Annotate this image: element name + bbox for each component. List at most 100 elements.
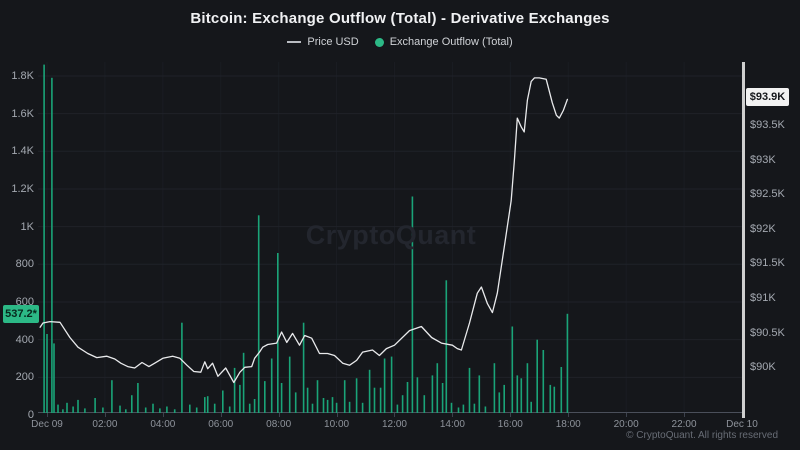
outflow-bar[interactable] <box>189 404 191 413</box>
outflow-bar[interactable] <box>306 387 309 413</box>
outflow-bar[interactable] <box>84 408 86 413</box>
outflow-bar[interactable] <box>530 401 532 413</box>
outflow-bar[interactable] <box>311 403 314 413</box>
outflow-bar[interactable] <box>516 375 519 413</box>
legend-item-price[interactable]: Price USD <box>287 36 359 48</box>
outflow-bar[interactable] <box>302 322 305 413</box>
outflow-bar[interactable] <box>102 407 104 414</box>
outflow-bar[interactable] <box>457 407 460 414</box>
outflow-bar[interactable] <box>343 380 346 413</box>
chart-canvas[interactable] <box>38 62 744 413</box>
outflow-bar[interactable] <box>277 253 279 413</box>
outflow-bar[interactable] <box>373 387 376 413</box>
outflow-bar[interactable] <box>119 405 121 413</box>
outflow-bar[interactable] <box>51 77 53 413</box>
outflow-bar[interactable] <box>361 402 364 413</box>
outflow-bar[interactable] <box>57 404 59 413</box>
outflow-bar[interactable] <box>503 384 505 413</box>
outflow-bar[interactable] <box>46 334 48 413</box>
outflow-bar[interactable] <box>253 399 256 413</box>
outflow-bar[interactable] <box>478 375 481 413</box>
outflow-bar[interactable] <box>257 215 260 413</box>
outflow-bar[interactable] <box>549 384 552 413</box>
outflow-bar[interactable] <box>335 402 338 413</box>
outflow-bar[interactable] <box>326 399 329 413</box>
outflow-bar[interactable] <box>66 402 68 413</box>
outflow-bar[interactable] <box>181 322 183 413</box>
outflow-bar[interactable] <box>53 343 55 413</box>
outflow-bar[interactable] <box>536 339 538 413</box>
outflow-bar[interactable] <box>152 403 154 413</box>
outflow-bar[interactable] <box>173 409 176 413</box>
outflow-bar[interactable] <box>441 383 444 413</box>
outflow-bar[interactable] <box>264 381 266 413</box>
outflow-bar[interactable] <box>72 406 74 414</box>
price-axis-track[interactable] <box>742 62 745 418</box>
outflow-bar[interactable] <box>62 409 64 413</box>
outflow-bar[interactable] <box>248 403 251 413</box>
outflow-bar[interactable] <box>450 402 453 413</box>
outflow-bar[interactable] <box>406 382 409 413</box>
outflow-bar[interactable] <box>131 395 133 413</box>
outflow-bar[interactable] <box>228 406 231 414</box>
outflow-bar[interactable] <box>137 383 139 413</box>
outflow-bar[interactable] <box>288 356 291 413</box>
outflow-bar[interactable] <box>498 392 501 413</box>
outflow-bar[interactable] <box>166 406 168 414</box>
outflow-bar[interactable] <box>484 406 487 414</box>
x-axis-tick-label: Dec 10 <box>726 419 758 430</box>
outflow-bar[interactable] <box>511 326 514 414</box>
outflow-bar[interactable] <box>383 358 386 414</box>
outflow-bar[interactable] <box>270 358 273 414</box>
outflow-bar[interactable] <box>423 395 426 413</box>
right-axis-tick-label: $90.5K <box>750 326 785 339</box>
outflow-bar[interactable] <box>493 363 496 413</box>
outflow-bar[interactable] <box>111 380 113 413</box>
chart-plot-area[interactable]: CryptoQuant <box>38 62 744 413</box>
outflow-bar[interactable] <box>348 401 351 413</box>
outflow-bar[interactable] <box>77 399 79 413</box>
outflow-bar[interactable] <box>462 404 465 413</box>
outflow-bar[interactable] <box>331 397 334 413</box>
outflow-bar[interactable] <box>294 392 297 413</box>
outflow-bar[interactable] <box>159 408 161 413</box>
outflow-bar[interactable] <box>204 397 206 413</box>
outflow-bar[interactable] <box>195 407 198 414</box>
outflow-bar[interactable] <box>239 384 241 413</box>
outflow-bar[interactable] <box>125 409 127 413</box>
outflow-bar[interactable] <box>206 396 209 413</box>
legend-item-outflow[interactable]: Exchange Outflow (Total) <box>374 36 513 48</box>
outflow-bar[interactable] <box>94 398 96 413</box>
outflow-bar[interactable] <box>144 407 147 414</box>
outflow-bar[interactable] <box>566 313 569 413</box>
outflow-bar[interactable] <box>401 395 404 413</box>
outflow-bar[interactable] <box>390 356 393 413</box>
outflow-bar[interactable] <box>322 398 325 413</box>
outflow-bar[interactable] <box>411 196 414 414</box>
outflow-bar[interactable] <box>242 352 245 413</box>
outflow-bar[interactable] <box>526 363 529 413</box>
outflow-bar[interactable] <box>233 367 236 413</box>
outflow-bar[interactable] <box>473 403 476 413</box>
outflow-bar[interactable] <box>355 378 358 413</box>
outflow-bar[interactable] <box>436 363 439 413</box>
outflow-bar[interactable] <box>316 380 319 413</box>
outflow-bar[interactable] <box>416 377 419 413</box>
outflow-bar[interactable] <box>553 386 556 413</box>
outflow-bar[interactable] <box>222 390 224 414</box>
outflow-bar[interactable] <box>542 350 545 413</box>
outflow-bar[interactable] <box>396 404 399 413</box>
outflow-bar[interactable] <box>43 64 45 413</box>
outflow-bar[interactable] <box>368 369 371 413</box>
outflow-bar[interactable] <box>379 387 382 413</box>
x-axis-tickmark <box>452 413 454 417</box>
left-axis-tick-label: 0 <box>27 409 34 421</box>
outflow-bar[interactable] <box>213 403 216 413</box>
outflow-bar[interactable] <box>431 375 434 413</box>
outflow-bar[interactable] <box>445 280 448 413</box>
outflow-bar[interactable] <box>560 367 563 413</box>
outflow-bar[interactable] <box>468 367 471 413</box>
outflow-bar[interactable] <box>280 383 283 413</box>
left-axis-tick-label: 1.8K <box>11 69 34 82</box>
outflow-bar[interactable] <box>520 378 523 413</box>
